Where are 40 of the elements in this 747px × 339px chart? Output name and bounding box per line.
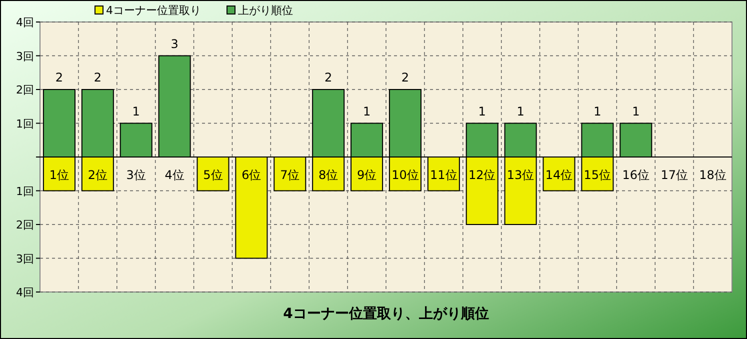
data-label: 1 — [632, 104, 640, 118]
data-label: 2 — [94, 70, 102, 84]
x-tick-label: 11位 — [430, 168, 458, 182]
text: 4コーナー位置取り、上がり順位 — [283, 306, 489, 322]
data-label: 1 — [478, 104, 486, 118]
data-label: 1 — [594, 104, 602, 118]
x-tick-label: 2位 — [88, 168, 108, 182]
x-tick-label: 10位 — [392, 168, 419, 182]
y-tick-label: 4回 — [16, 16, 34, 29]
x-tick-label: 9位 — [356, 168, 377, 182]
x-tick-label: 4位 — [164, 168, 184, 182]
y-tick-label: 3回 — [16, 50, 34, 63]
y-tick-label: 1回 — [16, 184, 34, 198]
x-tick-label: 15位 — [584, 168, 612, 182]
x-tick-label: 13位 — [506, 168, 534, 182]
data-label: 2 — [401, 70, 410, 84]
y-tick-label: 1回 — [16, 117, 34, 130]
y-tick-label: 2回 — [16, 84, 34, 96]
y-tick-label: 3回 — [16, 252, 34, 266]
data-label: 1 — [516, 104, 524, 118]
data-label: 2 — [324, 70, 332, 84]
data-label: 3 — [170, 36, 178, 51]
data-label: 2 — [55, 70, 64, 84]
x-tick-label: 5位 — [203, 168, 223, 182]
data-label: 1 — [362, 104, 371, 118]
x-tick-label: 12位 — [468, 168, 496, 182]
x-tick-label: 17位 — [660, 168, 688, 182]
x-tick-label: 16位 — [622, 168, 650, 182]
y-tick-label: 4回 — [16, 286, 34, 299]
y-tick-label: 2回 — [16, 218, 34, 232]
x-tick-label: 6位 — [242, 168, 262, 182]
legend-label: 4コーナー位置取り — [106, 4, 201, 17]
x-tick-label: 18位 — [699, 168, 726, 182]
legend-label: 上がり順位 — [238, 4, 293, 17]
x-tick-label: 3位 — [126, 168, 146, 182]
x-tick-label: 14位 — [545, 168, 573, 182]
x-tick-label: 1位 — [49, 168, 70, 182]
data-label: 1 — [132, 104, 140, 118]
x-tick-label: 8位 — [318, 168, 338, 182]
x-tick-label: 7位 — [280, 168, 300, 182]
